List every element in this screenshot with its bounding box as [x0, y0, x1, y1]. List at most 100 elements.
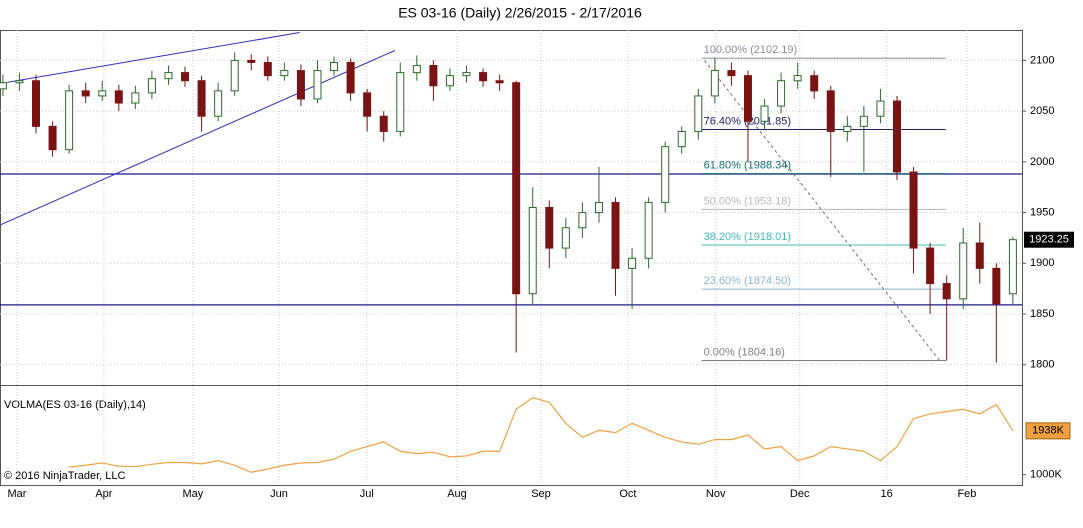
- y-tick-label: 1800: [1030, 359, 1054, 371]
- candle-body: [280, 70, 289, 77]
- candle-body: [512, 82, 521, 295]
- x-tick-label: Nov: [706, 488, 726, 500]
- candle-body: [445, 75, 454, 87]
- trend-line: [6, 32, 300, 83]
- candle-body: [942, 283, 951, 300]
- x-tick-label: Dec: [790, 488, 810, 500]
- candle-body: [164, 72, 173, 80]
- x-tick-label: Sep: [531, 488, 551, 500]
- fib-label: 50.00% (1953.18): [704, 195, 791, 207]
- y-tick-label: 1000K: [1030, 469, 1062, 481]
- y-tick-label: 2000: [1030, 156, 1054, 168]
- candle-body: [81, 90, 90, 97]
- candle-body: [181, 72, 190, 82]
- candle-body: [727, 70, 736, 77]
- y-tick-label: 2050: [1030, 105, 1054, 117]
- candle-body: [396, 72, 405, 132]
- x-tick-label: 16: [881, 488, 893, 500]
- candle-body: [65, 90, 74, 151]
- fib-label: 0.00% (1804.16): [704, 346, 785, 358]
- candle-body: [495, 80, 504, 84]
- candle-body: [479, 72, 488, 82]
- x-tick-label: Oct: [619, 488, 636, 500]
- candle-body: [892, 100, 901, 173]
- candle-body: [710, 70, 719, 97]
- candle-body: [975, 242, 984, 269]
- candle-body: [1008, 239, 1017, 295]
- candle-body: [48, 125, 57, 151]
- copyright: © 2016 NinjaTrader, LLC: [4, 470, 125, 482]
- y-tick-label: 1900: [1030, 257, 1054, 269]
- candle-body: [992, 267, 1001, 305]
- y-tick-label: 1950: [1030, 206, 1054, 218]
- candle-body: [0, 82, 7, 90]
- candle-body: [545, 207, 554, 249]
- candle-body: [677, 130, 686, 148]
- volma-line: [69, 396, 1014, 473]
- candle-body: [429, 65, 438, 87]
- indicator-title: VOLMA(ES 03-16 (Daily),14): [4, 399, 146, 411]
- candle-body: [330, 61, 339, 72]
- x-tick-label: Jun: [270, 488, 288, 500]
- x-tick-label: Feb: [957, 488, 976, 500]
- candle-body: [909, 171, 918, 249]
- candle-body: [263, 61, 272, 77]
- trend-line: [0, 50, 396, 226]
- candle-body: [147, 78, 156, 94]
- candle-body: [661, 146, 670, 203]
- fib-label: 100.00% (2102.19): [704, 44, 798, 56]
- candle-body: [32, 80, 41, 127]
- last-value-label: 1938K: [1032, 425, 1064, 437]
- candle-body: [926, 247, 935, 285]
- candle-body: [644, 201, 653, 259]
- candle-body: [379, 115, 388, 132]
- candle-body: [462, 72, 471, 77]
- candle-body: [843, 125, 852, 132]
- x-tick-label: Jul: [360, 488, 374, 500]
- candle-body: [230, 59, 239, 92]
- candle-body: [197, 80, 206, 117]
- candle-body: [826, 90, 835, 132]
- candle-body: [15, 80, 24, 84]
- candle-body: [114, 90, 123, 104]
- fib-label: 38.20% (1918.01): [704, 231, 791, 243]
- y-tick-label: 2100: [1030, 54, 1054, 66]
- candle-body: [528, 207, 537, 295]
- x-tick-label: Aug: [447, 488, 467, 500]
- candle-body: [810, 75, 819, 92]
- candle-body: [611, 201, 620, 269]
- candle-body: [594, 201, 603, 214]
- candle-body: [760, 105, 769, 122]
- candle-body: [578, 212, 587, 229]
- candle-body: [959, 242, 968, 300]
- candle-body: [214, 90, 223, 117]
- fib-label: 61.80% (1988.34): [704, 160, 791, 172]
- chart-title: ES 03-16 (Daily) 2/26/2015 - 2/17/2016: [398, 5, 642, 21]
- candle-body: [247, 59, 256, 63]
- indicator-panel: [0, 385, 1023, 486]
- last-value-box: [1025, 422, 1071, 440]
- x-tick-label: May: [183, 488, 204, 500]
- y-tick-label: 1850: [1030, 308, 1054, 320]
- candle-body: [777, 80, 786, 107]
- last-price-box: [1024, 231, 1074, 248]
- candle-body: [346, 61, 355, 94]
- last-price-label: 1923.25: [1029, 234, 1069, 246]
- candle-body: [412, 65, 421, 74]
- fib-label: 23.60% (1874.50): [704, 275, 791, 287]
- candle-body: [876, 100, 885, 117]
- candle-body: [694, 95, 703, 132]
- candle-body: [859, 115, 868, 127]
- candle-body: [296, 70, 305, 100]
- candle-body: [743, 75, 752, 122]
- candle-body: [131, 92, 140, 104]
- x-tick-label: Mar: [7, 488, 26, 500]
- candle-body: [793, 75, 802, 82]
- x-tick-label: Apr: [95, 488, 112, 500]
- candle-body: [313, 70, 322, 100]
- candle-body: [98, 90, 107, 97]
- candle-body: [561, 227, 570, 249]
- candle-body: [363, 92, 372, 117]
